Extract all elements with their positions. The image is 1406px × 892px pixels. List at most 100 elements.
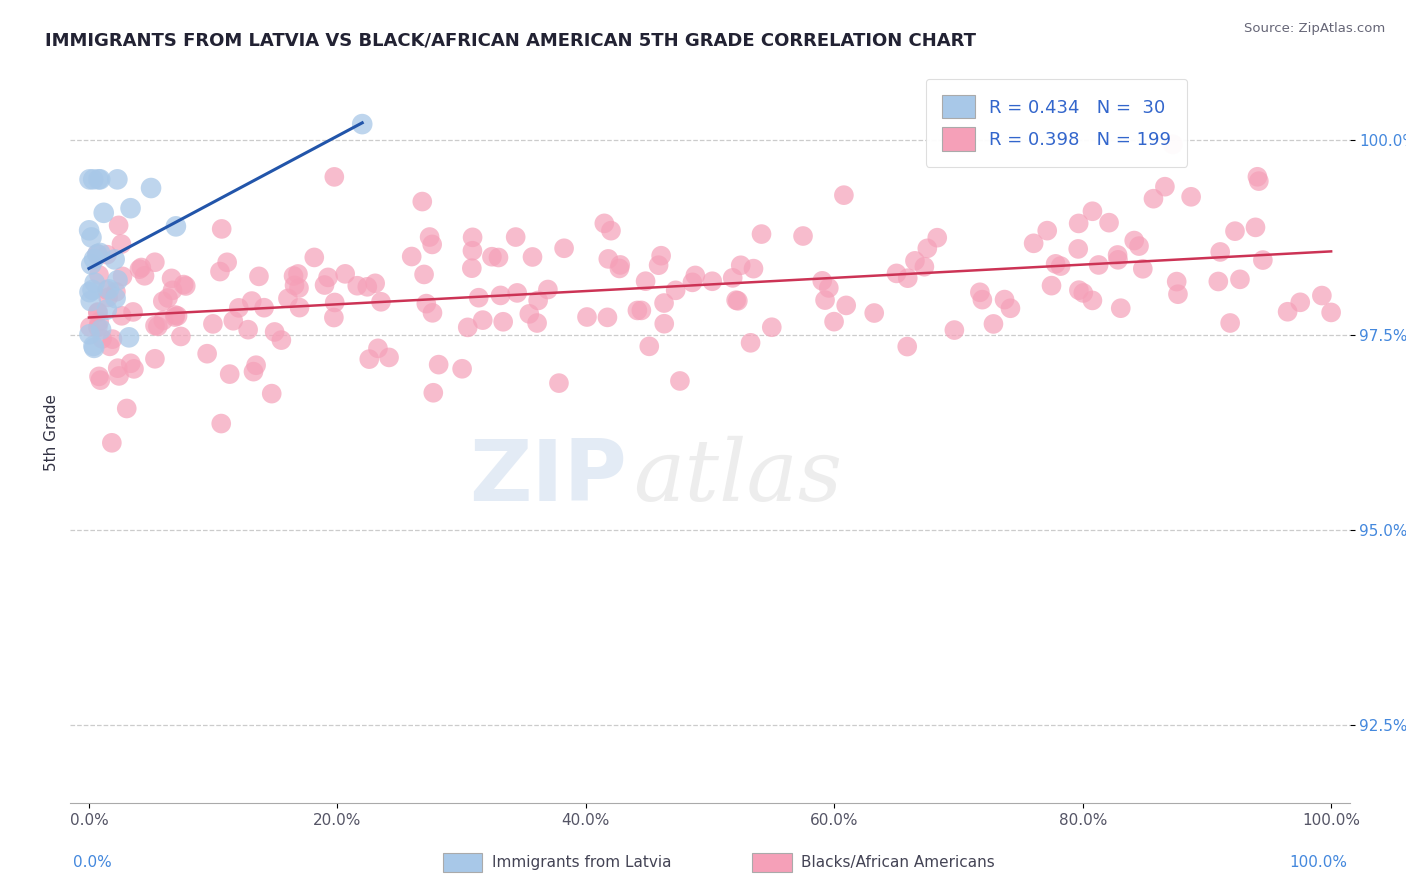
Point (270, 333, 292, 347)
Point (120, 201, 142, 215)
Point (97, 290, 120, 304)
Text: atlas: atlas (633, 435, 842, 518)
Point (104, 291, 127, 305)
Point (120, 356, 142, 370)
Point (87, 172, 110, 186)
Point (730, 258, 752, 272)
Point (236, 323, 259, 337)
Point (1098, 216, 1121, 230)
Point (152, 294, 174, 309)
Point (80, 293, 103, 308)
Point (1167, 287, 1189, 301)
Point (419, 230, 441, 244)
Text: IMMIGRANTS FROM LATVIA VS BLACK/AFRICAN AMERICAN 5TH GRADE CORRELATION CHART: IMMIGRANTS FROM LATVIA VS BLACK/AFRICAN … (45, 32, 976, 50)
Point (160, 271, 183, 285)
Point (111, 269, 134, 284)
Point (481, 250, 503, 264)
Point (1081, 293, 1104, 308)
Point (471, 313, 494, 327)
Point (600, 224, 623, 238)
Text: Blacks/African Americans: Blacks/African Americans (801, 855, 995, 870)
Point (111, 309, 134, 323)
Point (1277, 304, 1299, 318)
Point (1289, 295, 1312, 310)
Point (517, 307, 540, 321)
Point (89, 246, 111, 260)
Point (1000, 301, 1022, 316)
Point (370, 294, 392, 309)
Point (1154, 179, 1177, 194)
Point (283, 278, 305, 293)
Point (83, 276, 105, 290)
Point (335, 267, 357, 281)
Point (983, 317, 1005, 331)
Point (727, 293, 749, 308)
Point (101, 435, 124, 450)
Point (1071, 285, 1094, 300)
Point (1049, 259, 1071, 273)
Point (1067, 242, 1090, 256)
Point (101, 332, 124, 346)
Point (817, 281, 839, 295)
Point (702, 274, 724, 288)
Point (681, 276, 703, 290)
Point (1320, 305, 1343, 319)
Point (814, 293, 837, 307)
Point (131, 260, 153, 275)
Point (461, 261, 484, 276)
Point (972, 293, 994, 307)
Y-axis label: 5th Grade: 5th Grade (44, 394, 59, 471)
Point (630, 303, 652, 318)
Point (1045, 257, 1067, 271)
Point (245, 358, 267, 372)
Point (650, 249, 672, 263)
Point (146, 319, 169, 334)
Point (652, 317, 675, 331)
Point (174, 279, 197, 293)
Point (87, 306, 110, 320)
Point (79, 285, 101, 300)
Point (575, 310, 598, 324)
Point (467, 291, 489, 305)
Point (527, 293, 550, 308)
Point (314, 278, 336, 293)
Point (134, 268, 156, 283)
Point (742, 261, 765, 276)
Point (863, 306, 886, 320)
Point (83, 252, 105, 266)
Point (685, 268, 707, 283)
Point (1036, 224, 1059, 238)
Point (740, 335, 762, 350)
Point (240, 294, 263, 309)
Point (886, 266, 908, 280)
Point (367, 341, 389, 355)
Point (173, 277, 195, 292)
Point (162, 283, 184, 297)
Point (166, 309, 188, 323)
Point (634, 274, 657, 288)
Point (993, 293, 1015, 307)
Point (86, 247, 108, 261)
Point (638, 339, 661, 353)
Point (80, 230, 103, 244)
Point (751, 227, 773, 241)
Point (107, 361, 129, 376)
Point (1219, 316, 1241, 330)
Point (1087, 258, 1109, 272)
Point (593, 216, 616, 230)
Point (1244, 220, 1267, 235)
Point (110, 237, 132, 252)
Point (596, 310, 619, 325)
Point (79, 320, 101, 334)
Point (1081, 204, 1104, 219)
Point (811, 274, 834, 288)
Point (457, 320, 479, 334)
Point (422, 385, 444, 400)
Point (422, 306, 444, 320)
Point (263, 325, 285, 339)
Point (1142, 192, 1164, 206)
Point (152, 313, 174, 327)
Point (359, 352, 381, 367)
Point (721, 271, 744, 285)
Point (139, 181, 162, 195)
